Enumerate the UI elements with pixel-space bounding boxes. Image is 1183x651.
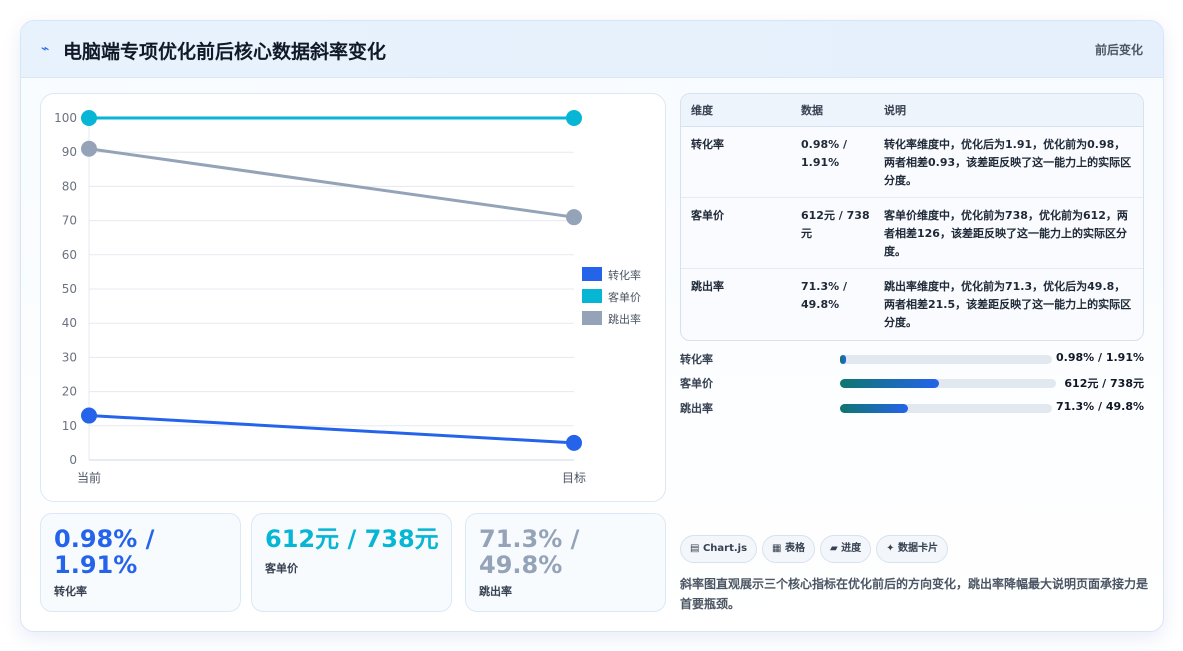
- card-header: ⌁ 电脑端专项优化前后核心数据斜率变化 前后变化: [21, 21, 1163, 78]
- x-tick-label: 目标: [562, 471, 586, 485]
- series-line-2: [88, 147, 575, 219]
- legend-swatch: [582, 311, 602, 325]
- kpi-label: 跳出率: [479, 585, 512, 598]
- main-card: ⌁ 电脑端专项优化前后核心数据斜率变化 前后变化 0 10 20 30 40 50 60 70…: [20, 20, 1164, 632]
- tag-table[interactable]: ▦ 表格: [762, 535, 815, 563]
- footer-note: 斜率图直观展示三个核心指标在优化前后的方向变化，跳出率降幅最大说明页面承接力是首…: [680, 577, 1149, 611]
- legend-label: 跳出率: [608, 312, 641, 326]
- progress-fill: [840, 379, 940, 388]
- progress-value: 71.3% / 49.8%: [1056, 400, 1144, 413]
- tag-chartjs[interactable]: ▤ Chart.js: [680, 535, 758, 563]
- table-row: 转化率 0.98% / 1.91% 转化率维度中，优化后为1.91，优化前为0.…: [681, 126, 1143, 198]
- legend-swatch: [582, 289, 602, 303]
- progress-row-bounce: 跳出率 71.3% / 49.8%: [680, 400, 1144, 416]
- table-cell-dimension: 转化率: [681, 126, 791, 198]
- kpi-card-order-value: 612元 / 738元 客单价: [251, 513, 452, 612]
- y-tick-label: 0: [69, 453, 77, 467]
- card-icon: ✦: [886, 543, 895, 554]
- x-tick-label: 当前: [77, 470, 101, 485]
- slope-chart-panel: 0 10 20 30 40 50 60 70 80 90 100 当前 目标 转化率客单价跳出率: [40, 93, 666, 502]
- progress-track: [840, 404, 1052, 413]
- table-cell-data: 612元 / 738元: [791, 197, 874, 269]
- y-tick-label: 70: [62, 214, 77, 228]
- y-tick-label: 10: [62, 419, 77, 433]
- legend-swatch: [582, 267, 602, 281]
- sparkle-icon: ⌁: [41, 41, 50, 57]
- tag-label: 表格: [784, 543, 805, 554]
- y-tick-label: 30: [62, 350, 77, 364]
- progress-fill: [840, 404, 908, 413]
- chart-icon: ▤: [690, 543, 700, 554]
- data-point: [81, 407, 97, 424]
- table-header-dimension: 维度: [681, 94, 791, 127]
- header-badge: 前后变化: [1094, 43, 1143, 57]
- y-tick-label: 50: [62, 282, 77, 296]
- progress-label: 转化率: [680, 353, 713, 366]
- table-row: 客单价 612元 / 738元 客单价维度中，优化前为738，优化前为612，两…: [681, 197, 1143, 269]
- kpi-label: 客单价: [265, 562, 298, 575]
- series-line-0: [88, 414, 575, 445]
- table-cell-dimension: 客单价: [681, 197, 791, 269]
- table-cell-desc: 转化率维度中，优化后为1.91，优化前为0.98，两者相差0.93，该差距反映了…: [874, 126, 1143, 198]
- progress-value: 612元 / 738元: [1064, 377, 1144, 390]
- tag-list: ▤ Chart.js ▦ 表格 ▰ 进度 ✦ 数据卡片: [680, 535, 953, 563]
- table-cell-dimension: 跳出率: [691, 280, 724, 293]
- data-point: [566, 209, 582, 226]
- table-row: 跳出率 71.3% / 49.8% 跳出率维度中，优化前为71.3，优化后为49…: [681, 269, 1143, 340]
- tag-label: Chart.js: [702, 543, 748, 554]
- progress-label: 客单价: [680, 377, 713, 390]
- tag-progress[interactable]: ▰ 进度: [819, 535, 872, 563]
- tag-data-card[interactable]: ✦ 数据卡片: [876, 535, 949, 563]
- page-title: 电脑端专项优化前后核心数据斜率变化: [63, 41, 387, 63]
- progress-row-conversion: 转化率 0.98% / 1.91%: [680, 351, 1144, 367]
- progress-track: [840, 379, 1056, 388]
- progress-track: [840, 355, 1052, 364]
- kpi-value: 71.3% / 49.8%: [479, 525, 580, 579]
- kpi-value: 612元 / 738元: [265, 525, 439, 553]
- legend-label: 客单价: [608, 290, 641, 304]
- y-tick-label: 60: [62, 248, 77, 262]
- progress-row-order-value: 客单价 612元 / 738元: [680, 375, 1144, 391]
- y-tick-label: 100: [54, 111, 77, 125]
- progress-icon: ▰: [829, 543, 838, 554]
- table-header-desc: 说明: [874, 94, 1143, 127]
- tag-label: 数据卡片: [898, 543, 939, 554]
- progress-label: 跳出率: [680, 402, 713, 415]
- kpi-card-bounce: 71.3% / 49.8% 跳出率: [465, 513, 666, 612]
- table-cell-data: 71.3% / 49.8%: [801, 280, 848, 311]
- y-tick-label: 90: [62, 145, 77, 159]
- data-point: [81, 110, 97, 126]
- table-cell-desc: 跳出率维度中，优化前为71.3，优化后为49.8，两者相差21.5，该差距反映了…: [884, 280, 1132, 329]
- legend-label: 转化率: [608, 268, 641, 282]
- y-tick-label: 80: [62, 179, 77, 193]
- table-cell-data: 0.98% / 1.91%: [791, 126, 874, 198]
- kpi-value: 0.98% / 1.91%: [54, 525, 155, 579]
- y-tick-label: 40: [62, 316, 77, 330]
- y-tick-label: 20: [62, 385, 77, 399]
- progress-fill: [840, 355, 847, 364]
- table-cell-desc: 客单价维度中，优化前为738，优化前为612，两者相差126，该差距反映了这一能…: [874, 197, 1143, 269]
- table-header-data: 数据: [791, 94, 874, 127]
- table-icon: ▦: [772, 543, 782, 554]
- data-point: [566, 110, 582, 126]
- data-point: [81, 140, 97, 157]
- data-table: 维度 数据 说明 转化率 0.98% / 1.91% 转化率维度中，优化后为1.…: [680, 93, 1144, 341]
- kpi-label: 转化率: [54, 585, 87, 598]
- data-point: [566, 434, 582, 451]
- progress-value: 0.98% / 1.91%: [1056, 351, 1144, 364]
- kpi-card-conversion: 0.98% / 1.91% 转化率: [40, 513, 241, 612]
- tag-label: 进度: [841, 543, 862, 554]
